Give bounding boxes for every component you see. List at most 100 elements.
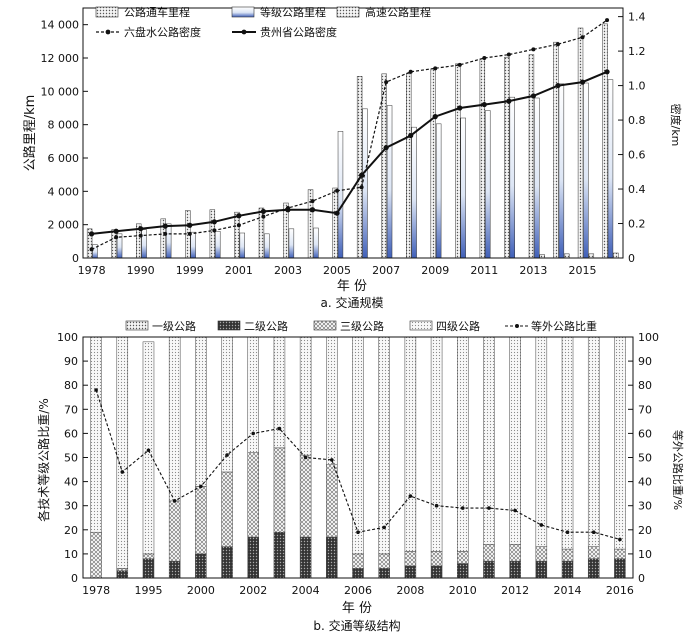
y-tick-label: 6 000 <box>48 152 80 165</box>
bar-1 <box>528 54 535 259</box>
line-point <box>482 56 487 60</box>
bar-segment-4 <box>116 336 129 569</box>
line-point <box>457 105 463 111</box>
bar-2 <box>460 117 466 259</box>
bar-2 <box>337 131 344 259</box>
bar-segment-2 <box>587 558 600 579</box>
legend-swatch <box>125 320 149 331</box>
y2-tick-label: 30 <box>638 500 652 513</box>
legend-label: 高速公路里程 <box>365 5 431 19</box>
x-tick-label: 2011 <box>470 264 498 277</box>
bar-segment-4 <box>273 336 286 449</box>
chart-b-y2-axis-label: 等外公路比重/% <box>671 430 685 510</box>
bar-segment-2 <box>378 568 390 579</box>
y-tick-label: 14 000 <box>41 19 80 32</box>
bar-1 <box>504 56 510 259</box>
line-point <box>506 98 512 104</box>
x-tick-label: 2006 <box>344 584 372 597</box>
legend-marker <box>241 29 247 35</box>
chart-b-bars <box>90 336 626 579</box>
bar-segment-2 <box>352 568 364 579</box>
line-point <box>382 525 386 530</box>
y-tick-label: 100 <box>57 331 78 344</box>
y-tick-label: 40 <box>64 476 78 489</box>
line-point <box>356 530 360 535</box>
bar-segment-4 <box>326 336 338 465</box>
line-point <box>433 66 438 71</box>
bar-segment-2 <box>195 553 207 579</box>
line-point <box>172 499 177 503</box>
x-tick-label: 2016 <box>606 584 634 597</box>
bar-segment-4 <box>299 336 312 456</box>
line-point <box>460 506 465 510</box>
bar-segment-3 <box>509 544 521 562</box>
line-point <box>187 231 192 236</box>
line-point <box>89 247 94 252</box>
y-tick-label: 0 <box>71 572 78 585</box>
bar-1 <box>356 76 363 259</box>
legend-label: 三级公路 <box>340 320 384 333</box>
bar-segment-3 <box>587 546 600 559</box>
bar-1 <box>234 211 240 259</box>
y2-tick-label: 1.0 <box>628 80 646 93</box>
x-tick-label: 1978 <box>82 584 110 597</box>
line-point <box>580 35 585 40</box>
bar-segment-3 <box>195 486 207 555</box>
line-point <box>334 210 340 216</box>
x-tick-label: 2010 <box>449 584 477 597</box>
legend-label: 等外公路比重 <box>531 319 597 333</box>
bar-segment-3 <box>142 553 155 559</box>
bar-2 <box>239 232 245 259</box>
bar-3 <box>588 253 595 259</box>
y2-tick-label: 10 <box>638 548 652 561</box>
line-point <box>408 494 413 498</box>
x-tick-label: 2007 <box>372 264 400 277</box>
line-point <box>303 455 308 460</box>
bar-1 <box>111 229 117 259</box>
legend-swatch <box>231 6 255 18</box>
bar-2 <box>215 231 221 259</box>
line-point <box>225 453 229 457</box>
bar-1 <box>381 73 387 259</box>
bar-segment-2 <box>273 531 286 579</box>
x-tick-label: 2009 <box>421 264 449 277</box>
bar-segment-3 <box>614 548 626 559</box>
bar-1 <box>406 73 412 259</box>
bar-segment-4 <box>509 336 521 545</box>
y-tick-label: 10 000 <box>41 85 80 98</box>
line-point <box>359 185 364 190</box>
y-tick-label: 8 000 <box>48 119 80 132</box>
y-tick-label: 90 <box>64 355 78 368</box>
bar-1 <box>455 63 461 259</box>
line-point <box>434 503 439 508</box>
y2-tick-label: 0.2 <box>628 218 646 231</box>
x-tick-label: 1995 <box>134 584 162 597</box>
line-point <box>555 82 561 89</box>
line-point <box>555 42 560 47</box>
bar-segment-2 <box>247 536 259 579</box>
y2-tick-label: 0 <box>638 572 645 585</box>
y2-tick-label: 0.4 <box>628 183 646 196</box>
y-tick-label: 2 000 <box>48 219 80 232</box>
line-point <box>309 207 316 213</box>
bar-segment-3 <box>404 551 417 567</box>
bar-segment-4 <box>195 336 207 487</box>
bar-2 <box>435 123 442 259</box>
line-point <box>565 530 570 535</box>
chart-b-plot-frame <box>82 336 634 579</box>
y-tick-label: 0 <box>72 252 79 265</box>
chart-a-caption: a. 交通规模 <box>321 295 384 310</box>
line-point <box>251 431 256 436</box>
x-tick-label: 2015 <box>569 264 597 277</box>
line-point <box>457 62 462 67</box>
bar-segment-4 <box>404 336 417 552</box>
legend-label: 贵州省公路密度 <box>260 25 337 39</box>
bar-segment-4 <box>430 336 443 552</box>
bar-segment-2 <box>509 560 521 579</box>
x-tick-label: 2000 <box>187 584 215 597</box>
y2-tick-label: 0.6 <box>628 149 646 162</box>
line-point <box>120 470 125 474</box>
bar-segment-3 <box>221 471 233 547</box>
bar-segment-4 <box>561 336 574 550</box>
bar-segment-4 <box>90 336 102 533</box>
